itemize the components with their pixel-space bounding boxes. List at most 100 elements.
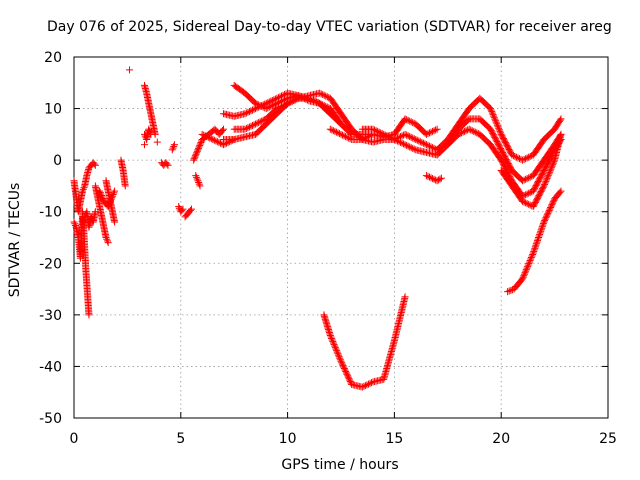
data-point bbox=[526, 152, 534, 160]
data-point bbox=[311, 97, 319, 105]
data-point bbox=[339, 131, 347, 139]
data-point bbox=[424, 141, 432, 149]
data-point bbox=[79, 187, 87, 195]
data-point bbox=[241, 110, 249, 118]
data-point bbox=[403, 141, 411, 149]
data-point bbox=[70, 218, 78, 226]
data-point bbox=[126, 66, 134, 74]
data-point bbox=[468, 127, 476, 135]
data-point bbox=[102, 234, 110, 241]
data-point bbox=[430, 175, 438, 183]
data-point bbox=[97, 192, 105, 200]
data-point bbox=[250, 121, 258, 129]
data-points bbox=[70, 66, 565, 391]
data-point bbox=[410, 145, 418, 153]
data-point bbox=[544, 209, 552, 217]
data-point bbox=[252, 120, 260, 128]
data-point bbox=[422, 130, 430, 138]
data-point bbox=[531, 243, 539, 251]
data-point bbox=[346, 135, 354, 143]
data-point bbox=[193, 149, 201, 157]
data-point bbox=[404, 132, 412, 140]
data-point bbox=[534, 235, 542, 243]
data-point bbox=[331, 127, 339, 135]
data-point bbox=[425, 173, 433, 181]
data-point bbox=[368, 379, 376, 387]
data-point bbox=[163, 160, 171, 168]
data-point bbox=[544, 171, 552, 179]
data-point bbox=[201, 132, 209, 140]
data-point bbox=[121, 182, 129, 190]
data-point bbox=[511, 152, 519, 160]
data-point bbox=[519, 275, 527, 283]
data-point bbox=[535, 234, 543, 241]
data-point bbox=[491, 115, 499, 123]
data-point bbox=[520, 270, 528, 278]
data-point bbox=[218, 126, 226, 134]
y-tick-label: 10 bbox=[44, 102, 62, 118]
data-point bbox=[424, 172, 432, 180]
data-point bbox=[393, 137, 401, 145]
data-point bbox=[520, 192, 528, 200]
data-point bbox=[545, 170, 553, 178]
data-point bbox=[395, 138, 403, 146]
data-point bbox=[461, 127, 469, 135]
x-tick-labels: 0 5 10 15 20 25 bbox=[70, 431, 617, 447]
data-point bbox=[492, 117, 500, 125]
data-point bbox=[293, 95, 301, 103]
data-point bbox=[331, 344, 339, 352]
data-point bbox=[493, 121, 501, 129]
data-point bbox=[203, 133, 211, 141]
data-point bbox=[344, 372, 352, 380]
data-point bbox=[363, 381, 371, 389]
data-point bbox=[528, 252, 536, 260]
x-tick-label: 25 bbox=[599, 431, 617, 447]
data-point bbox=[340, 363, 348, 371]
data-point bbox=[380, 130, 388, 138]
data-point bbox=[346, 378, 354, 386]
data-point bbox=[284, 99, 292, 107]
data-point bbox=[326, 331, 334, 339]
data-point bbox=[522, 267, 530, 275]
data-point bbox=[245, 123, 253, 131]
data-point bbox=[548, 162, 556, 170]
data-point bbox=[255, 119, 263, 127]
data-point bbox=[193, 147, 201, 155]
data-point bbox=[271, 95, 279, 103]
data-point bbox=[258, 102, 266, 110]
data-point bbox=[526, 189, 534, 197]
data-point bbox=[556, 188, 564, 196]
data-point bbox=[549, 159, 557, 167]
data-point bbox=[111, 187, 119, 195]
data-point bbox=[494, 123, 502, 131]
data-point bbox=[212, 137, 220, 145]
data-point bbox=[523, 175, 531, 183]
data-point bbox=[329, 127, 337, 135]
data-point bbox=[427, 143, 435, 151]
data-point bbox=[91, 161, 99, 169]
data-point bbox=[519, 177, 527, 185]
data-point bbox=[537, 226, 545, 234]
data-point bbox=[525, 260, 533, 268]
data-point bbox=[404, 142, 412, 150]
data-point bbox=[316, 89, 324, 97]
data-point bbox=[361, 382, 369, 390]
data-point bbox=[170, 142, 178, 150]
data-point bbox=[413, 136, 421, 144]
data-point bbox=[244, 124, 252, 132]
data-point bbox=[310, 96, 318, 104]
data-point bbox=[333, 348, 341, 356]
data-point bbox=[377, 129, 385, 137]
data-point bbox=[409, 119, 417, 127]
data-point bbox=[308, 96, 316, 104]
data-point bbox=[290, 96, 298, 104]
data-point bbox=[340, 365, 348, 373]
data-point bbox=[422, 172, 430, 180]
data-point bbox=[245, 108, 253, 116]
data-point bbox=[435, 176, 443, 184]
data-point bbox=[90, 160, 98, 168]
data-point bbox=[410, 135, 418, 143]
data-point bbox=[331, 342, 339, 350]
data-point bbox=[168, 146, 176, 154]
